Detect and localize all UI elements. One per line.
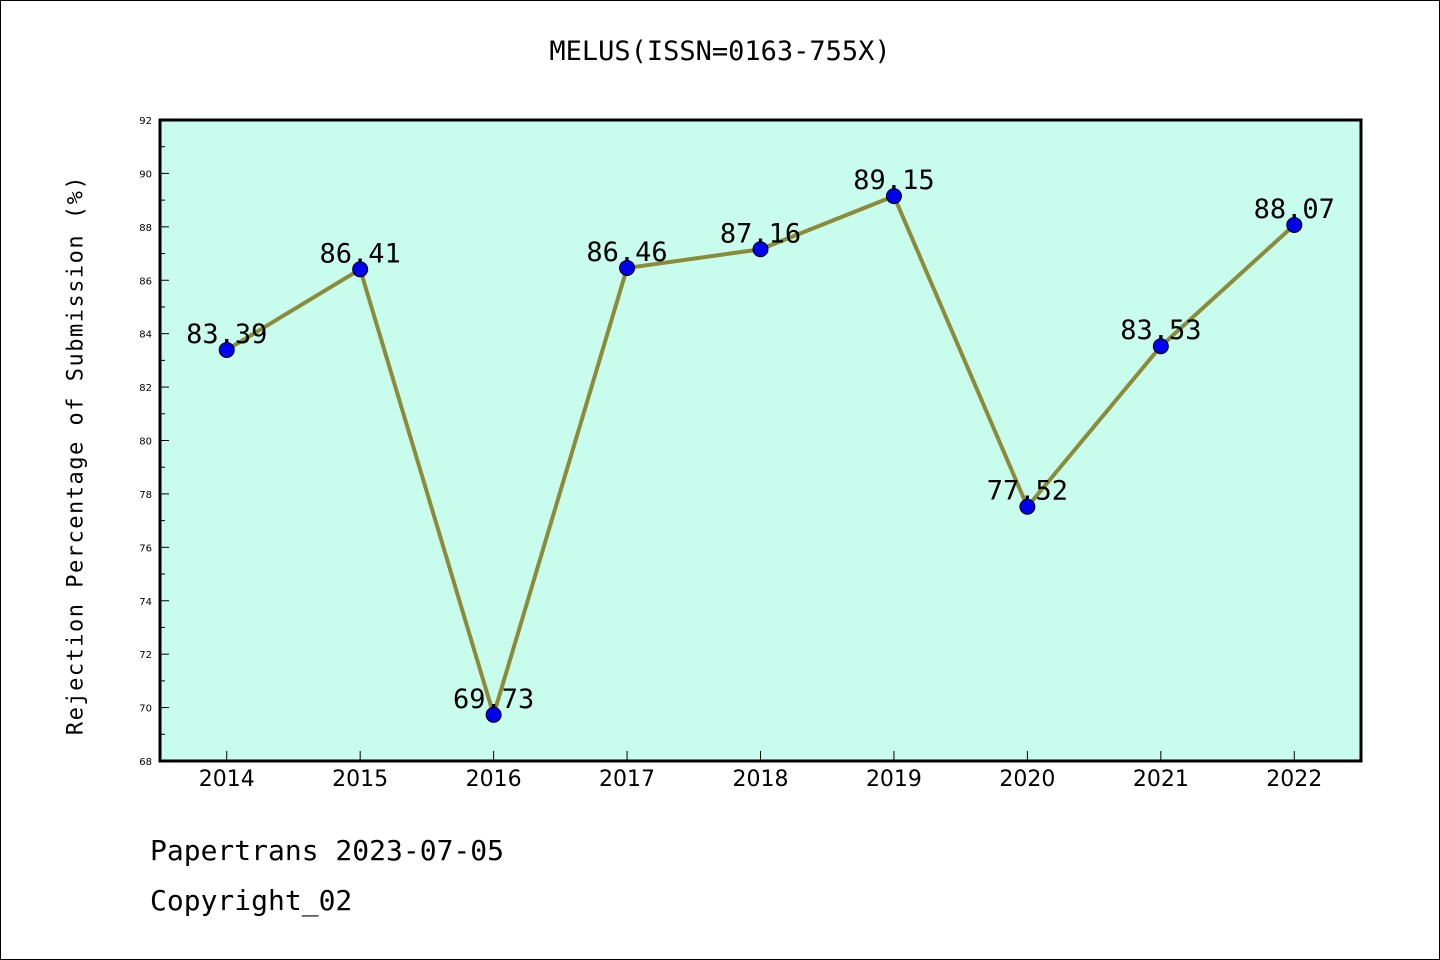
plot-area	[160, 120, 1361, 761]
x-tick-label: 2019	[866, 767, 922, 792]
y-tick-label: 70	[139, 704, 152, 715]
data-point	[885, 188, 902, 205]
data-label: 89.15	[853, 165, 934, 196]
data-label: 83.53	[1120, 315, 1201, 346]
data-label: 86.46	[586, 237, 667, 268]
data-point	[218, 341, 235, 358]
data-point	[752, 241, 769, 258]
data-point	[485, 706, 502, 723]
x-tick-label: 2022	[1266, 767, 1322, 792]
y-tick-label: 88	[139, 223, 152, 234]
y-tick-label: 90	[139, 169, 152, 180]
data-point	[619, 259, 636, 276]
y-tick-label: 82	[139, 383, 152, 394]
y-tick-label: 68	[139, 757, 152, 768]
x-tick-label: 2015	[332, 767, 388, 792]
x-tick-label: 2018	[733, 767, 789, 792]
chart-title: MELUS(ISSN=0163-755X)	[549, 36, 891, 67]
plot-frame	[158, 118, 1363, 763]
data-label: 88.07	[1254, 194, 1335, 225]
y-axis-label: Rejection Percentage of Submission (%)	[63, 174, 89, 736]
y-tick-label: 78	[139, 490, 152, 501]
data-point	[1019, 498, 1036, 515]
x-tick-label: 2017	[599, 767, 655, 792]
y-tick-label: 84	[139, 330, 152, 341]
footer-source: Papertrans 2023-07-05	[150, 834, 505, 867]
x-tick-label: 2016	[466, 767, 522, 792]
data-label: 86.41	[320, 238, 401, 269]
y-tick-label: 80	[139, 437, 152, 448]
data-label: 69.73	[453, 684, 534, 715]
data-label: 77.52	[987, 476, 1068, 507]
y-tick-label: 76	[139, 543, 152, 554]
x-tick-label: 2021	[1133, 767, 1189, 792]
y-tick-label: 72	[139, 650, 152, 661]
data-point	[1152, 338, 1169, 355]
y-tick-label: 86	[139, 276, 152, 287]
footer-copyright: Copyright_02	[150, 884, 353, 917]
x-tick-label: 2020	[999, 767, 1055, 792]
data-point	[352, 261, 369, 278]
y-tick-label: 74	[139, 597, 152, 608]
y-tick-label: 92	[139, 116, 152, 127]
data-point	[1286, 216, 1303, 233]
x-tick-label: 2014	[199, 767, 255, 792]
data-label: 83.39	[186, 319, 267, 350]
data-label: 87.16	[720, 218, 801, 249]
